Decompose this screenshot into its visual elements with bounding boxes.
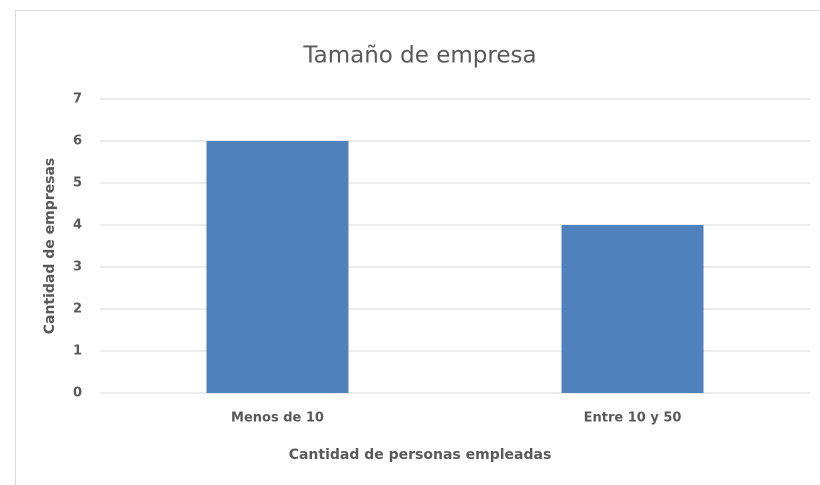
y-tick-label: 0 [73, 386, 82, 401]
y-tick-label: 1 [73, 344, 82, 359]
chart-title: Tamaño de empresa [302, 43, 536, 69]
y-tick-label: 4 [73, 218, 82, 233]
x-tick-label: Entre 10 y 50 [584, 411, 682, 426]
y-tick-label: 3 [73, 260, 82, 275]
y-axis-title: Cantidad de empresas [42, 158, 58, 335]
bar [206, 141, 349, 393]
y-tick-label: 7 [73, 92, 82, 107]
y-tick-label: 5 [73, 176, 82, 191]
x-axis-title: Cantidad de personas empleadas [289, 447, 552, 463]
bar [561, 225, 704, 393]
y-tick-label: 6 [73, 134, 82, 149]
y-tick-label: 2 [73, 302, 82, 317]
x-tick-label: Menos de 10 [231, 411, 324, 426]
